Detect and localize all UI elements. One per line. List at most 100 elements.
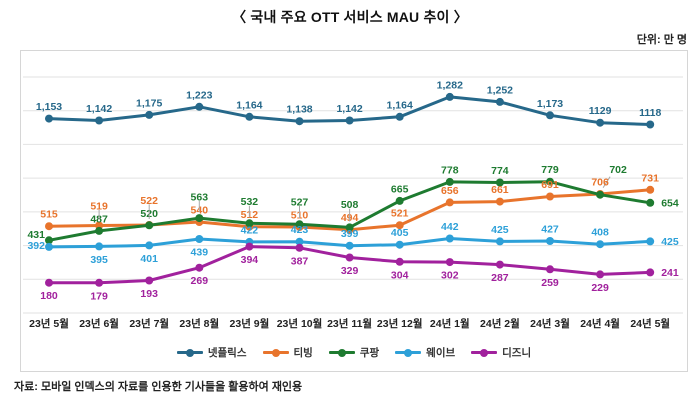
data-point-coupang (495, 178, 504, 187)
legend-dot-coupang (337, 348, 346, 357)
data-point-netflix (245, 112, 254, 121)
data-point-wavve (345, 241, 354, 250)
data-point-disney (646, 268, 655, 277)
data-point-disney (195, 263, 204, 272)
data-label: 654 (661, 197, 679, 209)
data-point-coupang (295, 220, 304, 229)
data-label: 508 (341, 199, 359, 211)
data-label: 519 (90, 200, 108, 212)
data-label: 1,142 (86, 103, 112, 115)
data-point-disney (546, 265, 554, 274)
legend-label-wavve: 웨이브 (426, 347, 456, 359)
data-label: 193 (140, 288, 158, 300)
data-label: 179 (90, 290, 108, 302)
legend-label-netflix: 넷플릭스 (207, 347, 247, 359)
data-point-netflix (646, 120, 655, 129)
data-point-coupang (45, 236, 53, 245)
data-label: 702 (609, 164, 627, 176)
data-point-wavve (95, 242, 104, 251)
data-point-wavve (646, 237, 655, 246)
data-label: 439 (191, 247, 209, 259)
data-point-tving (45, 222, 53, 231)
legend-marker-wavve (395, 348, 422, 357)
data-label: 304 (391, 269, 409, 281)
data-label: 395 (90, 254, 108, 266)
data-label: 394 (241, 254, 259, 266)
data-point-netflix (145, 110, 154, 119)
data-label: 1,164 (236, 99, 262, 111)
data-point-disney (395, 257, 404, 266)
data-label: 656 (441, 185, 459, 197)
data-point-netflix (45, 114, 53, 123)
data-label: 774 (491, 165, 509, 177)
data-point-tving (495, 197, 504, 206)
data-point-wavve (596, 240, 605, 249)
data-label: 1,252 (487, 84, 513, 96)
legend-dot-netflix (185, 348, 194, 357)
data-label: 1118 (639, 107, 661, 119)
legend-dot-wavve (404, 348, 413, 357)
legend-item-disney: 디즈니 (471, 345, 531, 360)
x-axis-label: 23년 6월 (79, 317, 119, 330)
legend-label-tving: 티빙 (293, 347, 313, 359)
data-point-wavve (395, 240, 404, 249)
data-label: 425 (661, 236, 679, 248)
data-label: 527 (291, 197, 309, 209)
x-axis-label: 23년 5월 (29, 317, 69, 330)
data-point-wavve (295, 237, 304, 246)
data-point-netflix (495, 97, 504, 106)
data-point-disney (45, 278, 53, 287)
data-label: 532 (241, 196, 259, 208)
data-label: 1,138 (286, 104, 312, 116)
data-label: 1,175 (136, 97, 162, 109)
data-label: 425 (491, 224, 509, 236)
chart-card: 23년 5월 23년 6월 23년 7월 23년 8월 23년 9월 23년 10월 23년… (20, 50, 688, 372)
data-label: 706 (591, 177, 609, 189)
label-leader-line (602, 176, 611, 188)
data-point-coupang (345, 223, 354, 232)
legend-marker-netflix (176, 348, 203, 357)
data-point-wavve (445, 234, 454, 243)
unit-label: 단위: 만 명 (636, 34, 687, 46)
data-label: 1,223 (186, 89, 212, 101)
data-label: 731 (641, 172, 659, 184)
data-point-netflix (195, 102, 204, 111)
legend-item-tving: 티빙 (262, 345, 313, 360)
legend-marker-coupang (328, 348, 355, 357)
data-label: 563 (191, 192, 209, 204)
data-label: 1,173 (537, 98, 563, 110)
data-label: 1,282 (437, 79, 463, 91)
data-point-coupang (546, 177, 554, 186)
legend-dot-disney (480, 348, 489, 357)
data-label: 259 (541, 277, 559, 289)
legend-item-wavve: 웨이브 (395, 345, 455, 360)
data-point-wavve (45, 242, 53, 251)
data-label: 522 (140, 195, 158, 207)
data-point-coupang (95, 226, 104, 235)
data-label: 392 (27, 240, 45, 252)
data-label: 691 (541, 179, 559, 191)
data-point-disney (445, 258, 454, 267)
chart-legend: 넷플릭스 티빙 쿠팡 웨이브 디즈니 (21, 345, 687, 360)
data-point-wavve (546, 237, 554, 245)
data-label: 287 (491, 272, 509, 284)
data-point-netflix (345, 116, 354, 125)
data-point-disney (495, 260, 504, 269)
x-axis-label: 24년 1월 (430, 317, 470, 330)
data-point-disney (145, 276, 154, 285)
data-label: 1,164 (387, 99, 413, 111)
data-point-disney (95, 278, 104, 287)
data-label: 302 (441, 270, 459, 282)
data-point-coupang (245, 219, 254, 228)
data-label: 442 (441, 221, 459, 233)
data-label: 515 (40, 209, 58, 221)
data-point-netflix (95, 116, 104, 125)
x-axis-label: 23년 8월 (179, 317, 219, 330)
data-point-disney (295, 243, 304, 252)
data-point-tving (546, 192, 554, 201)
legend-item-coupang: 쿠팡 (328, 345, 379, 360)
data-label: 521 (391, 208, 409, 220)
mau-line-chart: 23년 5월 23년 6월 23년 7월 23년 8월 23년 9월 23년 10월 23년… (21, 51, 687, 343)
data-label: 401 (140, 253, 158, 265)
